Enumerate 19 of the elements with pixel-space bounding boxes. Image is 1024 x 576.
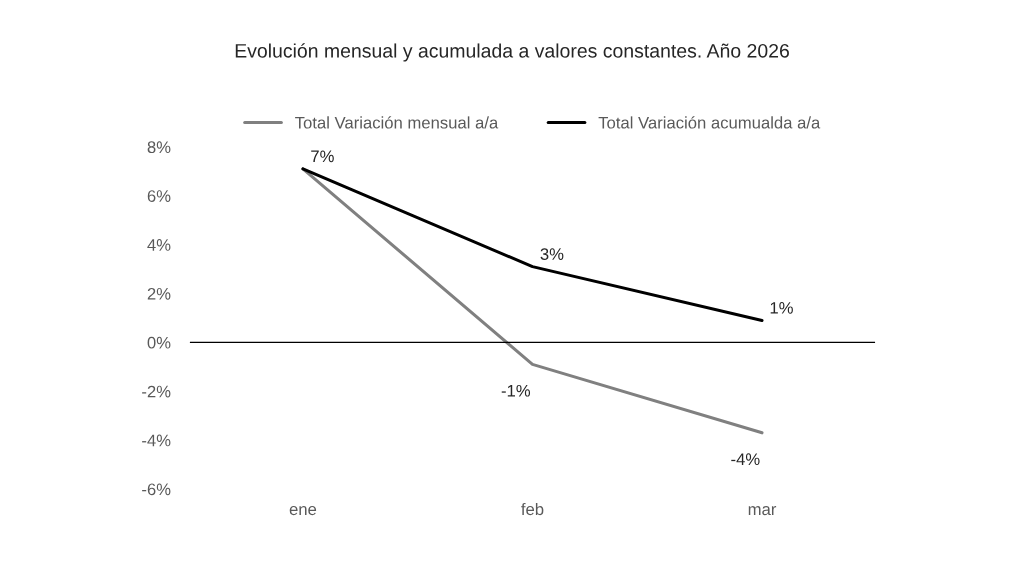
x-tick-label: mar bbox=[748, 506, 777, 516]
y-tick-label: 2% bbox=[147, 287, 171, 300]
data-label: 1% bbox=[770, 302, 793, 314]
y-tick-label: -2% bbox=[142, 385, 171, 398]
legend-label: Total Variación mensual a/a bbox=[295, 116, 499, 129]
legend-label: Total Variación acumualda a/a bbox=[598, 116, 821, 129]
x-tick-label: feb bbox=[521, 502, 544, 516]
chart-title: Evolución mensual y acumulada a valores constantes. Año 2026 bbox=[235, 43, 789, 62]
y-tick-label: -6% bbox=[142, 483, 171, 496]
y-tick-label: 4% bbox=[147, 239, 171, 251]
y-tick-label: 6% bbox=[147, 190, 171, 202]
x-tick-label: ene bbox=[289, 506, 317, 516]
data-label: 3% bbox=[540, 248, 564, 260]
y-tick-label: 8% bbox=[147, 141, 171, 154]
data-label: -1% bbox=[501, 384, 531, 397]
y-tick-label: -4% bbox=[142, 434, 171, 447]
y-tick-label: 0% bbox=[147, 336, 171, 349]
data-label: -4% bbox=[731, 453, 760, 465]
data-label: 7% bbox=[311, 150, 334, 163]
